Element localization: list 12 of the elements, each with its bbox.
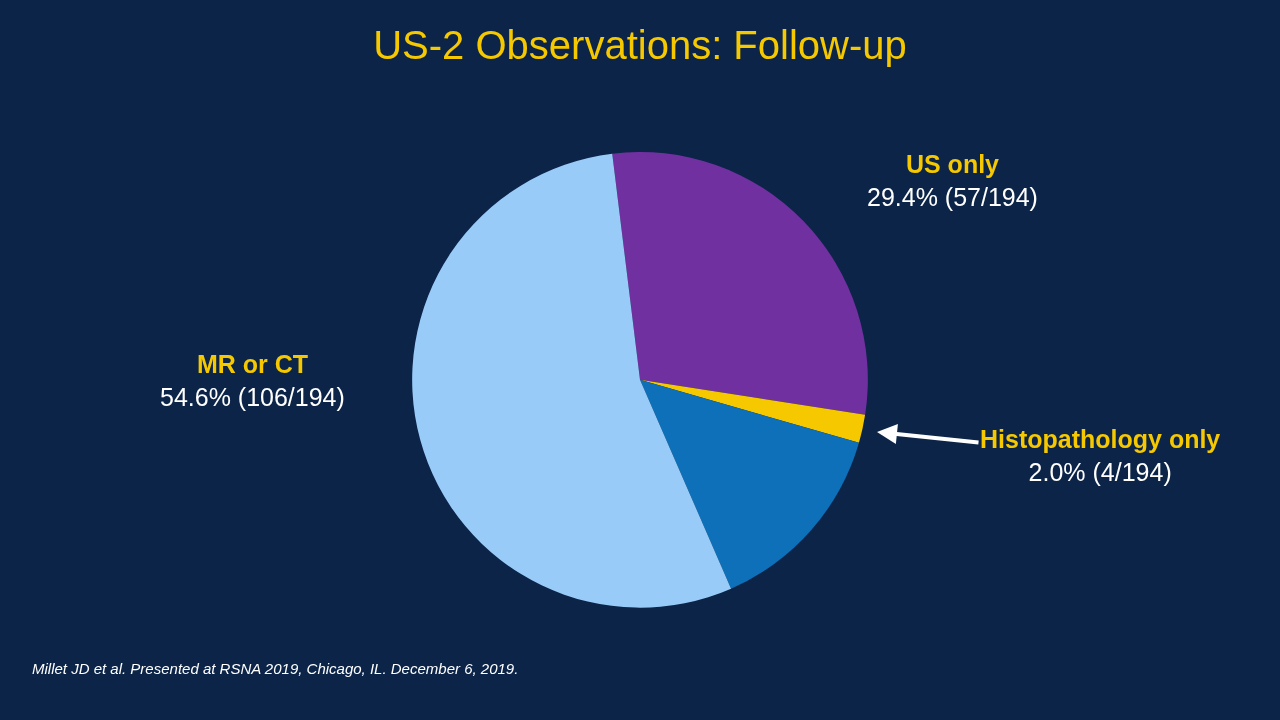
pie-slice <box>612 151 868 415</box>
chart-title: US-2 Observations: Follow-up <box>373 23 907 67</box>
pie-slice <box>412 153 732 608</box>
data-label: 29.4% (57/194) <box>867 182 1038 211</box>
pie-slice <box>640 379 859 589</box>
slice-label: Histopathology only <box>980 425 1221 453</box>
slice-label: MR or CT <box>196 350 308 378</box>
slice-label: US only <box>905 150 1000 178</box>
pie-slice <box>640 379 866 443</box>
data-label: 2.0% (4/194) <box>1028 457 1172 486</box>
data-label: 54.6% (106/194) <box>160 382 345 411</box>
text: Millet JD et al. Presented at RSNA 2019, Chicago, IL. December 6, 2019. <box>32 660 519 677</box>
